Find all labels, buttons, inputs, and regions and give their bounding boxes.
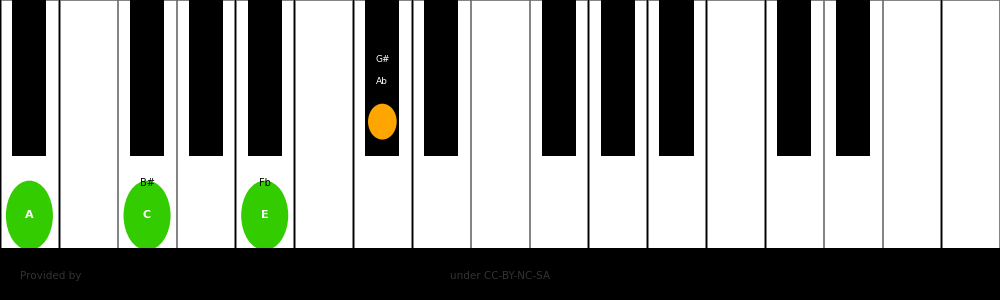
Bar xyxy=(60,0,117,248)
Text: A: A xyxy=(25,210,34,220)
Bar xyxy=(824,0,882,248)
Bar xyxy=(248,0,282,156)
Bar xyxy=(530,0,587,248)
Bar xyxy=(471,0,529,248)
Bar xyxy=(236,0,293,248)
Bar xyxy=(1,0,58,248)
Bar xyxy=(130,0,164,156)
Text: under CC-BY-NC-SA: under CC-BY-NC-SA xyxy=(450,272,550,281)
Bar xyxy=(883,0,940,248)
Bar xyxy=(12,0,46,156)
Text: Fb: Fb xyxy=(259,178,271,188)
Ellipse shape xyxy=(6,181,53,250)
Bar xyxy=(177,0,234,248)
Bar xyxy=(295,0,352,248)
Bar xyxy=(413,0,470,248)
Bar xyxy=(766,0,823,248)
Bar xyxy=(707,0,764,248)
Bar xyxy=(365,0,399,156)
Bar xyxy=(189,0,223,156)
Bar xyxy=(0,248,1000,300)
Ellipse shape xyxy=(368,104,397,140)
Bar xyxy=(589,0,646,248)
Text: G#: G# xyxy=(375,55,390,64)
Bar xyxy=(648,0,705,248)
Text: B#: B# xyxy=(140,178,154,188)
Text: E: E xyxy=(261,210,269,220)
Text: Provided by: Provided by xyxy=(20,272,81,281)
Bar xyxy=(601,0,635,156)
Text: C: C xyxy=(143,210,151,220)
Bar xyxy=(659,0,694,156)
Text: Ab: Ab xyxy=(376,76,388,85)
Ellipse shape xyxy=(241,181,288,250)
Bar xyxy=(942,0,999,248)
Bar xyxy=(542,0,576,156)
Ellipse shape xyxy=(124,181,171,250)
Bar xyxy=(424,0,458,156)
Bar xyxy=(836,0,870,156)
Bar xyxy=(354,0,411,248)
Bar xyxy=(777,0,811,156)
Bar xyxy=(118,0,176,248)
